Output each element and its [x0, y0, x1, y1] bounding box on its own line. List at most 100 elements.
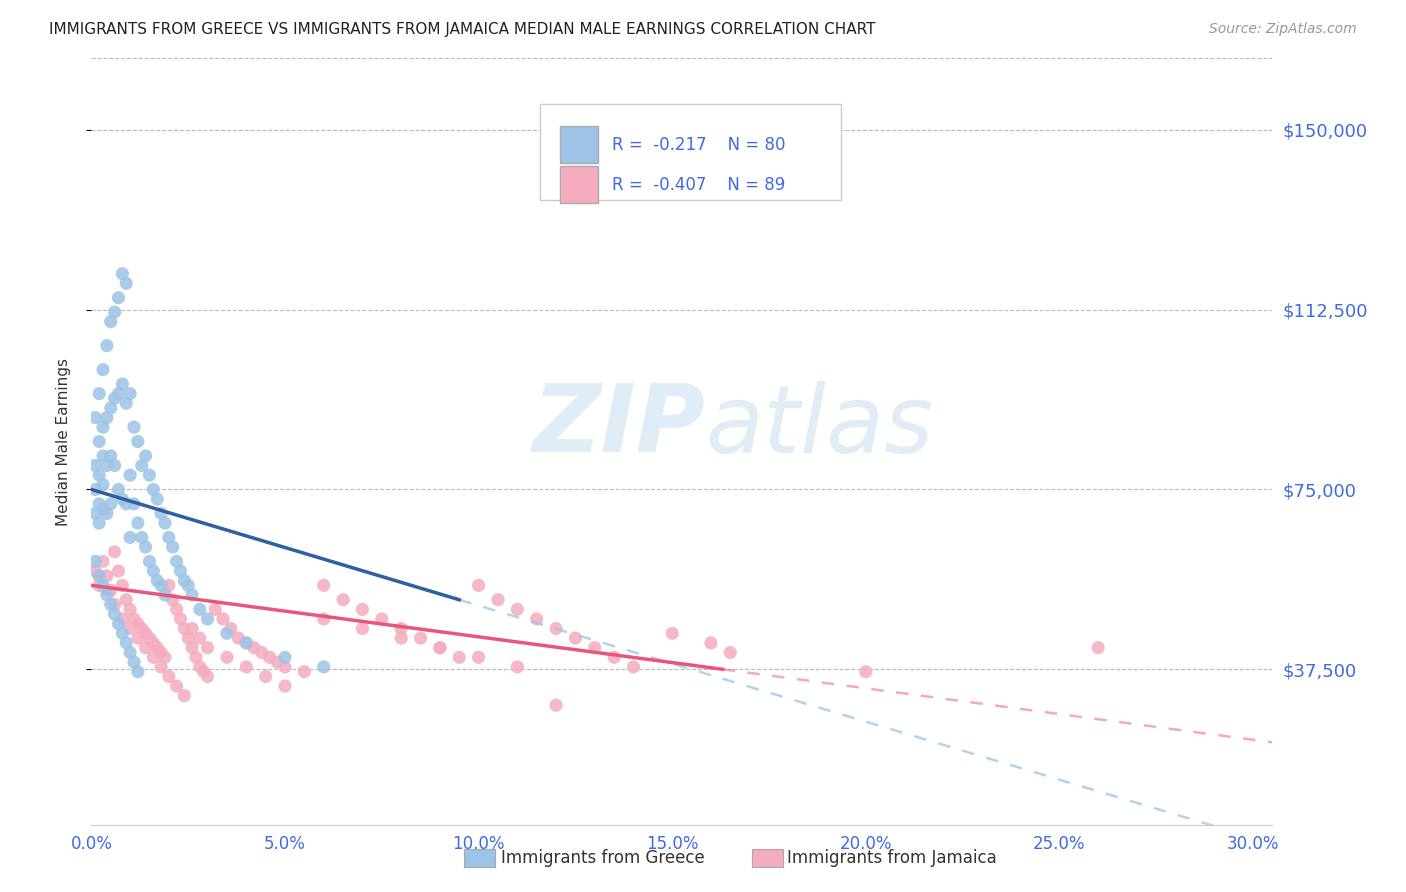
Point: [274, 679, 297, 693]
Point: [120, 530, 142, 544]
Text: R =  -0.217    N = 80: R = -0.217 N = 80: [612, 136, 786, 154]
Point: [312, 660, 335, 674]
Point: [506, 602, 529, 616]
Point: [135, 540, 157, 554]
Point: [700, 636, 723, 650]
Point: [181, 640, 204, 655]
Point: [100, 583, 122, 598]
Point: [142, 636, 165, 650]
Point: [467, 650, 489, 665]
Point: [104, 305, 127, 319]
Point: [157, 578, 180, 592]
Point: [157, 669, 180, 683]
Point: [122, 612, 145, 626]
Point: [111, 267, 134, 281]
Text: Immigrants from Greece: Immigrants from Greece: [501, 849, 704, 867]
Point: [91, 578, 114, 592]
Point: [111, 376, 134, 391]
Point: [89, 578, 111, 592]
Point: [104, 458, 127, 473]
Point: [89, 569, 111, 583]
Point: [718, 646, 741, 660]
Point: [84, 564, 107, 578]
Point: [89, 516, 111, 530]
Point: [115, 396, 138, 410]
Point: [274, 650, 297, 665]
Point: [544, 622, 567, 636]
Point: [107, 564, 129, 578]
Point: [104, 607, 127, 621]
Point: [111, 612, 134, 626]
Point: [138, 468, 160, 483]
Point: [623, 660, 645, 674]
Point: [120, 622, 142, 636]
Point: [135, 626, 157, 640]
Point: [142, 564, 165, 578]
Point: [603, 650, 626, 665]
Point: [100, 315, 122, 329]
Point: [332, 592, 354, 607]
Point: [142, 650, 165, 665]
Point: [193, 665, 215, 679]
Point: [115, 277, 138, 291]
Point: [84, 507, 107, 521]
Point: [100, 449, 122, 463]
Point: [197, 612, 219, 626]
Point: [84, 483, 107, 497]
Point: [177, 631, 200, 645]
Point: [389, 622, 412, 636]
Point: [166, 602, 188, 616]
Text: IMMIGRANTS FROM GREECE VS IMMIGRANTS FROM JAMAICA MEDIAN MALE EARNINGS CORRELATI: IMMIGRANTS FROM GREECE VS IMMIGRANTS FRO…: [49, 22, 876, 37]
Point: [104, 545, 127, 559]
Point: [266, 655, 288, 669]
Point: [162, 540, 184, 554]
Point: [138, 554, 160, 568]
FancyBboxPatch shape: [560, 127, 598, 163]
Point: [84, 554, 107, 568]
Point: [115, 636, 138, 650]
Point: [120, 602, 142, 616]
Point: [235, 636, 257, 650]
Point: [274, 660, 297, 674]
Point: [166, 679, 188, 693]
Point: [235, 660, 257, 674]
Point: [166, 554, 188, 568]
Point: [146, 640, 169, 655]
Text: atlas: atlas: [706, 381, 934, 472]
Point: [111, 626, 134, 640]
Point: [111, 491, 134, 506]
Point: [1087, 640, 1109, 655]
Point: [104, 598, 127, 612]
Point: [389, 631, 412, 645]
Point: [526, 612, 548, 626]
Point: [127, 665, 149, 679]
Point: [188, 602, 211, 616]
Point: [142, 483, 165, 497]
Point: [169, 612, 191, 626]
Point: [371, 612, 394, 626]
Point: [100, 497, 122, 511]
Point: [162, 592, 184, 607]
Point: [131, 458, 153, 473]
Point: [259, 650, 281, 665]
Point: [120, 468, 142, 483]
Point: [96, 569, 118, 583]
Point: [122, 655, 145, 669]
Point: [127, 631, 149, 645]
Point: [91, 501, 114, 516]
Point: [96, 507, 118, 521]
Point: [215, 626, 238, 640]
Point: [91, 477, 114, 491]
Point: [215, 650, 238, 665]
Point: [157, 530, 180, 544]
Point: [661, 626, 683, 640]
Point: [100, 401, 122, 415]
Point: [153, 588, 176, 602]
Point: [107, 291, 129, 305]
Point: [204, 602, 226, 616]
Point: [467, 578, 489, 592]
Point: [292, 665, 315, 679]
Point: [91, 554, 114, 568]
Point: [150, 646, 173, 660]
Point: [228, 631, 250, 645]
